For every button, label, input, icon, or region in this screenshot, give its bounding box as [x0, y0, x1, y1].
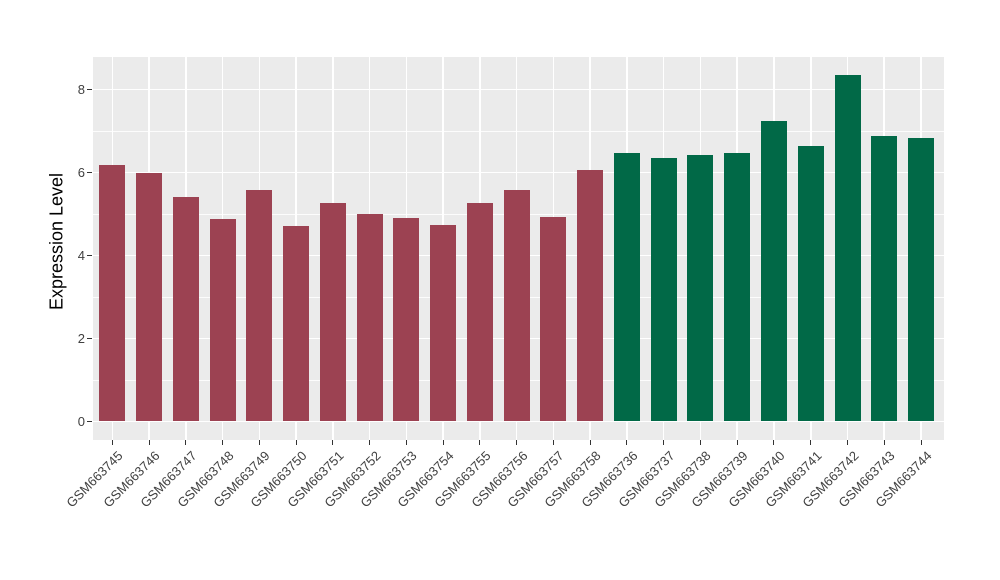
y-tick-label: 4 [77, 248, 85, 263]
x-tick [148, 440, 150, 445]
bar-GSM663747 [172, 196, 199, 422]
x-tick [332, 440, 334, 445]
x-tick [258, 440, 260, 445]
x-tick [626, 440, 628, 445]
bar-GSM663757 [540, 216, 567, 422]
x-tick [663, 440, 665, 445]
x-tick [442, 440, 444, 445]
y-tick [87, 255, 92, 256]
bar-GSM663743 [871, 135, 898, 422]
bar-GSM663745 [99, 165, 126, 422]
x-tick [295, 440, 297, 445]
bar-GSM663746 [136, 173, 163, 422]
bar-GSM663737 [650, 158, 677, 422]
major-gridline [93, 420, 944, 423]
y-tick [87, 338, 92, 339]
x-tick [516, 440, 518, 445]
x-tick [111, 440, 113, 445]
x-tick [185, 440, 187, 445]
x-tick [920, 440, 922, 445]
bar-GSM663756 [503, 190, 530, 422]
y-tick-label: 8 [77, 82, 85, 97]
x-tick [405, 440, 407, 445]
bar-GSM663748 [209, 219, 236, 422]
bar-GSM663750 [283, 225, 310, 422]
x-tick [699, 440, 701, 445]
x-tick [222, 440, 224, 445]
bar-GSM663741 [797, 146, 824, 422]
bar-GSM663736 [613, 153, 640, 422]
x-tick [479, 440, 481, 445]
y-tick-label: 0 [77, 414, 85, 429]
y-tick [87, 89, 92, 90]
major-gridline [93, 171, 944, 174]
bar-GSM663758 [577, 170, 604, 422]
y-tick-label: 2 [77, 331, 85, 346]
bar-GSM663751 [319, 203, 346, 422]
major-gridline [93, 88, 944, 91]
y-axis-title: Expression Level [46, 172, 67, 311]
bar-GSM663739 [724, 152, 751, 422]
y-tick [87, 172, 92, 173]
x-tick [810, 440, 812, 445]
x-tick [552, 440, 554, 445]
bar-GSM663744 [908, 138, 935, 422]
minor-gridline [93, 130, 944, 132]
bar-GSM663740 [760, 121, 787, 422]
bar-GSM663752 [356, 214, 383, 422]
x-tick [369, 440, 371, 445]
bar-GSM663753 [393, 218, 420, 422]
x-tick [847, 440, 848, 445]
bar-GSM663738 [687, 154, 714, 422]
bar-GSM663749 [246, 189, 273, 422]
x-tick [589, 440, 591, 445]
y-tick-label: 6 [77, 165, 85, 180]
x-tick [883, 440, 885, 445]
plot-panel [93, 57, 944, 440]
x-tick [736, 440, 738, 445]
x-tick [773, 440, 775, 445]
bar-GSM663755 [466, 203, 493, 422]
y-tick [87, 421, 92, 422]
bar-GSM663754 [430, 224, 457, 422]
bar-GSM663742 [834, 74, 861, 422]
